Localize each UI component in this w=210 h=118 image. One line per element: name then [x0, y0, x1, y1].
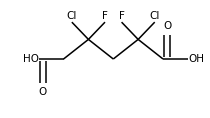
Text: OH: OH — [188, 54, 204, 64]
Text: O: O — [39, 87, 47, 97]
Text: F: F — [102, 11, 108, 21]
Text: F: F — [119, 11, 125, 21]
Text: HO: HO — [23, 54, 39, 64]
Text: O: O — [163, 21, 171, 31]
Text: Cl: Cl — [67, 11, 77, 21]
Text: Cl: Cl — [150, 11, 160, 21]
